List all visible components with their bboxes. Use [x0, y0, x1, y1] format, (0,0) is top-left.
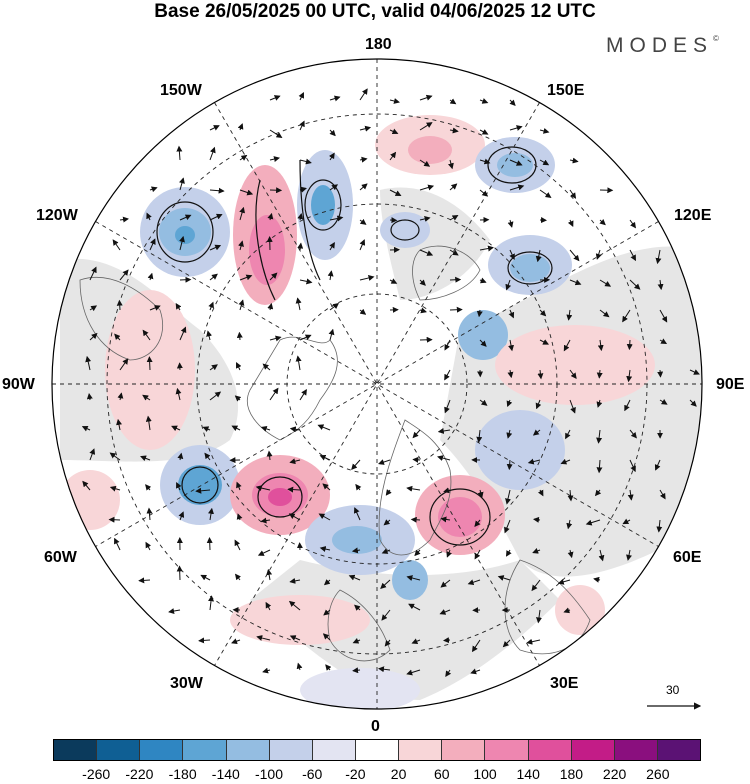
colorbar-tick-label: 220	[603, 766, 626, 782]
colorbar-tick-label: -100	[255, 766, 283, 782]
colorbar-segment	[270, 740, 313, 760]
wind-vector	[119, 301, 120, 310]
colorbar-tick-label: 20	[391, 766, 407, 782]
colorbar-tick-label: 140	[517, 766, 540, 782]
colorbar-segment	[227, 740, 270, 760]
lon-label-30e: 30E	[550, 675, 578, 693]
wind-vector	[239, 333, 240, 340]
colorbar-segment	[399, 740, 442, 760]
wind-vector	[288, 489, 300, 490]
colorbar-segment	[183, 740, 226, 760]
wind-vector	[660, 370, 661, 377]
lon-label-120w: 120W	[36, 207, 78, 225]
wind-vector	[534, 519, 540, 520]
wind-vector	[149, 357, 150, 370]
colorbar-segment	[54, 740, 97, 760]
colorbar-tick-label: 180	[560, 766, 583, 782]
wind-vector	[599, 370, 600, 378]
colorbar-segment	[140, 740, 183, 760]
wind-vector	[450, 310, 462, 311]
wind-vector	[110, 520, 121, 521]
colorbar-ticks: -260 -220 -180 -140 -100 -60 -20 20 60 100 140 180 2…	[0, 766, 750, 784]
wind-vector	[413, 460, 420, 461]
colorbar-tick-label: 100	[473, 766, 496, 782]
lon-label-150w: 150W	[160, 82, 202, 100]
colorbar-tick-label: -220	[125, 766, 153, 782]
wind-vector	[180, 566, 181, 580]
wind-vector	[629, 340, 630, 349]
wind-vector	[444, 640, 450, 641]
wind-vector	[450, 280, 460, 281]
lon-label-90e: 90E	[716, 376, 744, 394]
colorbar-tick-label: -260	[82, 766, 110, 782]
lon-label-120e: 120E	[674, 207, 711, 225]
colorbar-tick-label: -20	[345, 766, 365, 782]
colorbar-segment	[313, 740, 356, 760]
colorbar-segment	[356, 740, 399, 760]
colorbar-tick-label: 60	[434, 766, 450, 782]
wind-vector	[180, 280, 190, 281]
colorbar-tick-label: 260	[646, 766, 669, 782]
wind-vector	[412, 519, 420, 520]
lon-label-90w: 90W	[2, 376, 35, 394]
colorbar	[53, 739, 701, 761]
colorbar-segment	[615, 740, 658, 760]
colorbar-tick-label: -140	[212, 766, 240, 782]
lon-label-0: 0	[371, 718, 380, 736]
lon-label-150e: 150E	[547, 82, 584, 100]
colorbar-segment	[658, 740, 700, 760]
lon-label-180: 180	[365, 36, 392, 54]
wind-vector	[509, 460, 510, 469]
colorbar-segment	[529, 740, 572, 760]
colorbar-segment	[572, 740, 615, 760]
colorbar-tick-label: -180	[169, 766, 197, 782]
colorbar-segment	[442, 740, 485, 760]
lon-label-60e: 60E	[673, 549, 701, 567]
wind-scale-label: 30	[666, 683, 679, 697]
colorbar-segment	[485, 740, 528, 760]
colorbar-tick-label: -60	[302, 766, 322, 782]
lon-label-60w: 60W	[44, 549, 77, 567]
wind-vector	[139, 580, 150, 581]
wind-vector	[210, 538, 211, 550]
lon-label-30w: 30W	[170, 675, 203, 693]
colorbar-segment	[97, 740, 140, 760]
